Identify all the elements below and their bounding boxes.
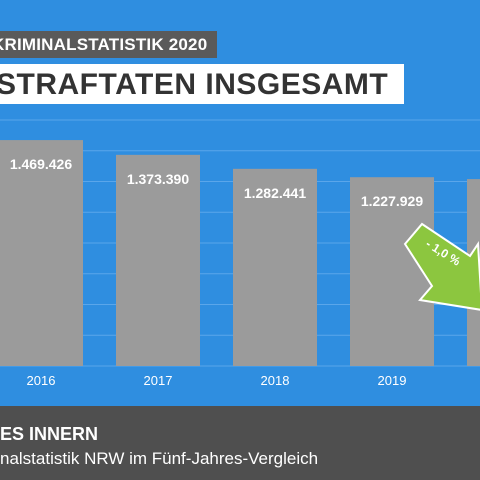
- value-label-2017: 1.373.390: [127, 171, 189, 187]
- value-label-2019: 1.227.929: [361, 193, 423, 209]
- value-label-2016: 1.469.426: [10, 156, 72, 172]
- bar-2017: [116, 154, 200, 366]
- bar-2016: [0, 140, 83, 366]
- footer-source: ES INNERN: [0, 424, 99, 444]
- down-arrow-icon: [403, 222, 480, 311]
- footer-caption: nalstatistik NRW im Fünf-Jahres-Vergleic…: [0, 449, 319, 468]
- value-label-2018: 1.282.441: [244, 185, 306, 201]
- tick-label-2016: 2016: [27, 373, 56, 388]
- chart-subtitle: KRIMINALSTATISTIK 2020: [0, 31, 218, 58]
- trend-annotation: - 1,0 %: [403, 222, 480, 311]
- tick-label-2017: 2017: [144, 373, 173, 388]
- value-labels: 1.469.426 1.373.390 1.282.441 1.227.929: [10, 156, 423, 209]
- chart-title: STRAFTATEN INSGESAMT: [0, 64, 404, 104]
- tick-label-2019: 2019: [378, 373, 407, 388]
- footer-bar: ES INNERN nalstatistik NRW im Fünf-Jahre…: [0, 406, 480, 480]
- bars: [0, 140, 480, 366]
- tick-label-2018: 2018: [261, 373, 290, 388]
- bar-2018: [233, 168, 317, 366]
- x-axis-ticks: 20162017201820192020: [27, 373, 407, 388]
- bar-2019: [350, 177, 434, 366]
